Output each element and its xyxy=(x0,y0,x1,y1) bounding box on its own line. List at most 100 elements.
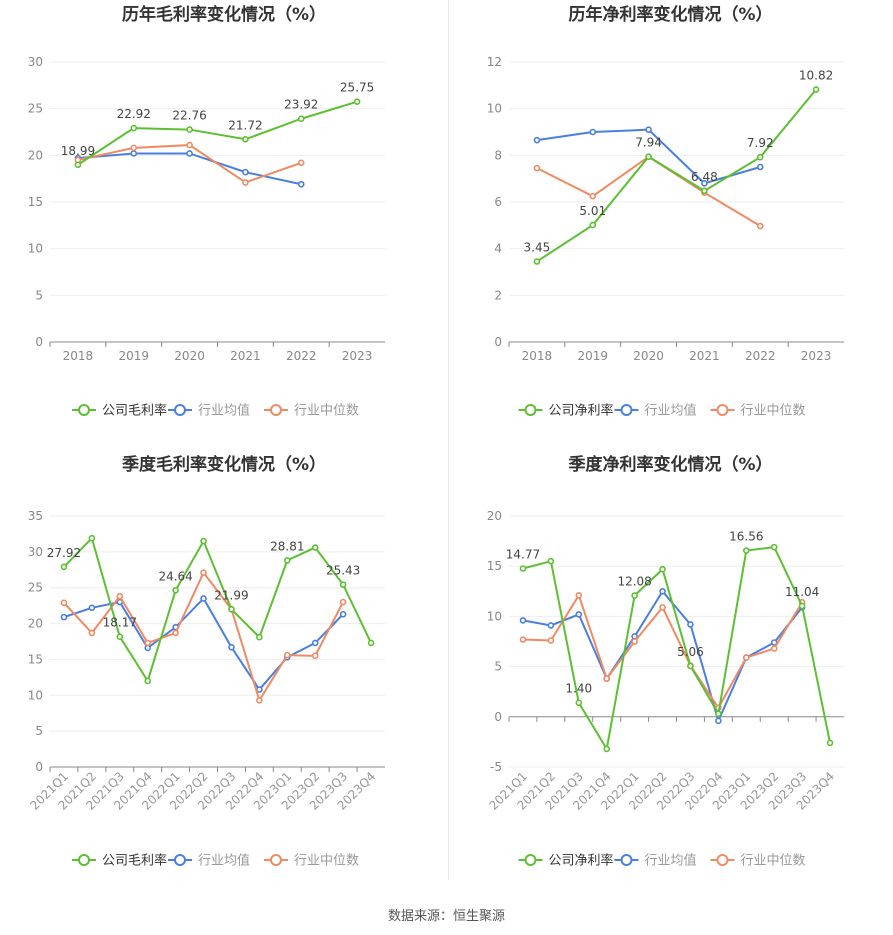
data-point-company xyxy=(742,547,750,554)
x-tick-label: 2020 xyxy=(633,349,664,363)
y-tick-label: 10 xyxy=(487,102,502,116)
data-point-median xyxy=(60,599,68,607)
data-point-avg xyxy=(575,611,583,618)
chart-title: 季度净利率变化情况（%） xyxy=(568,454,772,475)
data-label: 21.72 xyxy=(228,118,262,132)
data-point-median xyxy=(88,629,96,637)
data-label: 24.64 xyxy=(158,569,192,583)
x-tick-label: 2020 xyxy=(174,349,205,363)
x-tick-label: 2019 xyxy=(118,349,149,363)
data-point-median xyxy=(116,593,124,600)
data-point-avg xyxy=(533,136,541,144)
data-point-company xyxy=(256,633,263,641)
data-point-avg xyxy=(519,617,527,624)
data-source-note: 数据来源：恒生聚源 xyxy=(387,909,505,924)
y-tick-label: 25 xyxy=(28,102,43,116)
data-label: 22.76 xyxy=(172,109,206,123)
data-point-median xyxy=(547,637,555,644)
legend-marker xyxy=(620,404,633,416)
legend-marker xyxy=(174,854,186,866)
data-point-company xyxy=(242,135,249,143)
y-tick-label: 5 xyxy=(35,288,43,302)
data-point-avg xyxy=(200,595,207,602)
legend-marker xyxy=(620,854,633,866)
legend-item-median: 行业中位数 xyxy=(264,854,359,869)
data-point-company xyxy=(297,115,305,123)
chart-quarterly-net-margin: 季度净利率变化情况（%） -5 0 5 10 15 20 2021Q1 2021Q2 2021Q3… xyxy=(448,450,893,890)
data-point-company xyxy=(186,126,193,133)
data-point-avg xyxy=(547,622,555,629)
data-label: 5.01 xyxy=(579,204,606,218)
data-point-company xyxy=(353,98,361,105)
legend-item-avg: 行业均值 xyxy=(168,853,250,869)
data-point-median xyxy=(339,598,347,606)
data-point-company xyxy=(798,602,806,610)
legend-label: 行业中位数 xyxy=(294,854,359,869)
data-point-company xyxy=(687,662,694,670)
data-point-median xyxy=(533,164,541,172)
data-label: 14.77 xyxy=(506,548,540,562)
data-point-avg xyxy=(186,150,193,157)
y-tick-label: 10 xyxy=(28,242,43,256)
series-line-company xyxy=(63,536,372,684)
legend-marker xyxy=(174,404,186,416)
y-tick-label: 2 xyxy=(494,288,502,302)
data-point-avg xyxy=(659,588,666,595)
data-point-company xyxy=(311,544,319,551)
data-point-median xyxy=(297,159,305,167)
data-point-avg xyxy=(339,610,347,618)
y-tick-label: -5 xyxy=(490,760,502,774)
data-label: 28.81 xyxy=(270,539,304,553)
data-point-avg xyxy=(297,180,305,188)
chart-annual-net-margin: 历年净利率变化情况（%） 0 2 4 6 8 10 12 2018 2019 2020 2021 202… xyxy=(448,0,893,440)
y-tick-label: 0 xyxy=(35,335,43,349)
data-point-median xyxy=(659,604,666,611)
data-point-median xyxy=(631,638,638,645)
y-tick-label: 15 xyxy=(28,652,43,666)
data-label: 10.82 xyxy=(799,69,833,83)
data-point-median xyxy=(172,629,179,637)
legend-label: 公司毛利率 xyxy=(102,853,167,869)
data-label: 23.92 xyxy=(284,98,318,112)
x-tick-label: 2018 xyxy=(63,349,94,363)
y-tick-label: 15 xyxy=(28,195,43,209)
data-label: 7.94 xyxy=(635,136,662,150)
data-point-company xyxy=(74,161,82,169)
series-line-median xyxy=(63,570,345,703)
x-tick-label: 2023 xyxy=(342,349,373,363)
data-label: 1.40 xyxy=(565,682,592,696)
data-point-avg xyxy=(60,613,68,621)
y-tick-label: 30 xyxy=(28,55,43,69)
data-label: 5.06 xyxy=(677,645,704,659)
y-tick-label: 5 xyxy=(35,724,43,738)
data-point-company xyxy=(701,187,708,195)
legend-item-company: 公司净利率 xyxy=(518,403,614,419)
data-point-median xyxy=(256,697,263,704)
chart-svg: 季度净利率变化情况（%）-5051015202021Q12021Q22021Q3… xyxy=(487,454,844,869)
y-tick-label: 15 xyxy=(487,559,502,573)
y-tick-label: 0 xyxy=(35,760,43,774)
series-line-avg xyxy=(77,152,302,186)
data-point-median xyxy=(603,675,611,682)
data-point-median xyxy=(242,179,249,186)
chart-title: 季度毛利率变化情况（%） xyxy=(122,454,326,475)
legend-marker xyxy=(270,854,282,866)
chart-title: 历年净利率变化情况（%） xyxy=(568,4,772,25)
y-tick-label: 8 xyxy=(494,148,502,162)
y-tick-label: 0 xyxy=(494,710,502,724)
data-point-median xyxy=(756,222,764,230)
legend-label: 公司毛利率 xyxy=(102,403,167,419)
y-tick-label: 5 xyxy=(494,660,502,674)
series-line-median xyxy=(536,155,761,227)
data-label: 3.45 xyxy=(524,241,551,255)
legend-marker xyxy=(78,854,90,866)
data-label: 18.99 xyxy=(61,144,95,158)
data-point-company xyxy=(575,699,583,707)
data-point-median xyxy=(311,652,319,660)
legend-label: 行业中位数 xyxy=(741,404,806,419)
data-label: 11.04 xyxy=(785,585,819,599)
data-point-company xyxy=(631,592,638,599)
chart-svg: 历年净利率变化情况（%） 0 2 4 6 8 10 12 2018 2019 2020 2021 202… xyxy=(487,4,844,419)
data-point-company xyxy=(116,633,124,640)
data-point-company xyxy=(770,543,778,551)
